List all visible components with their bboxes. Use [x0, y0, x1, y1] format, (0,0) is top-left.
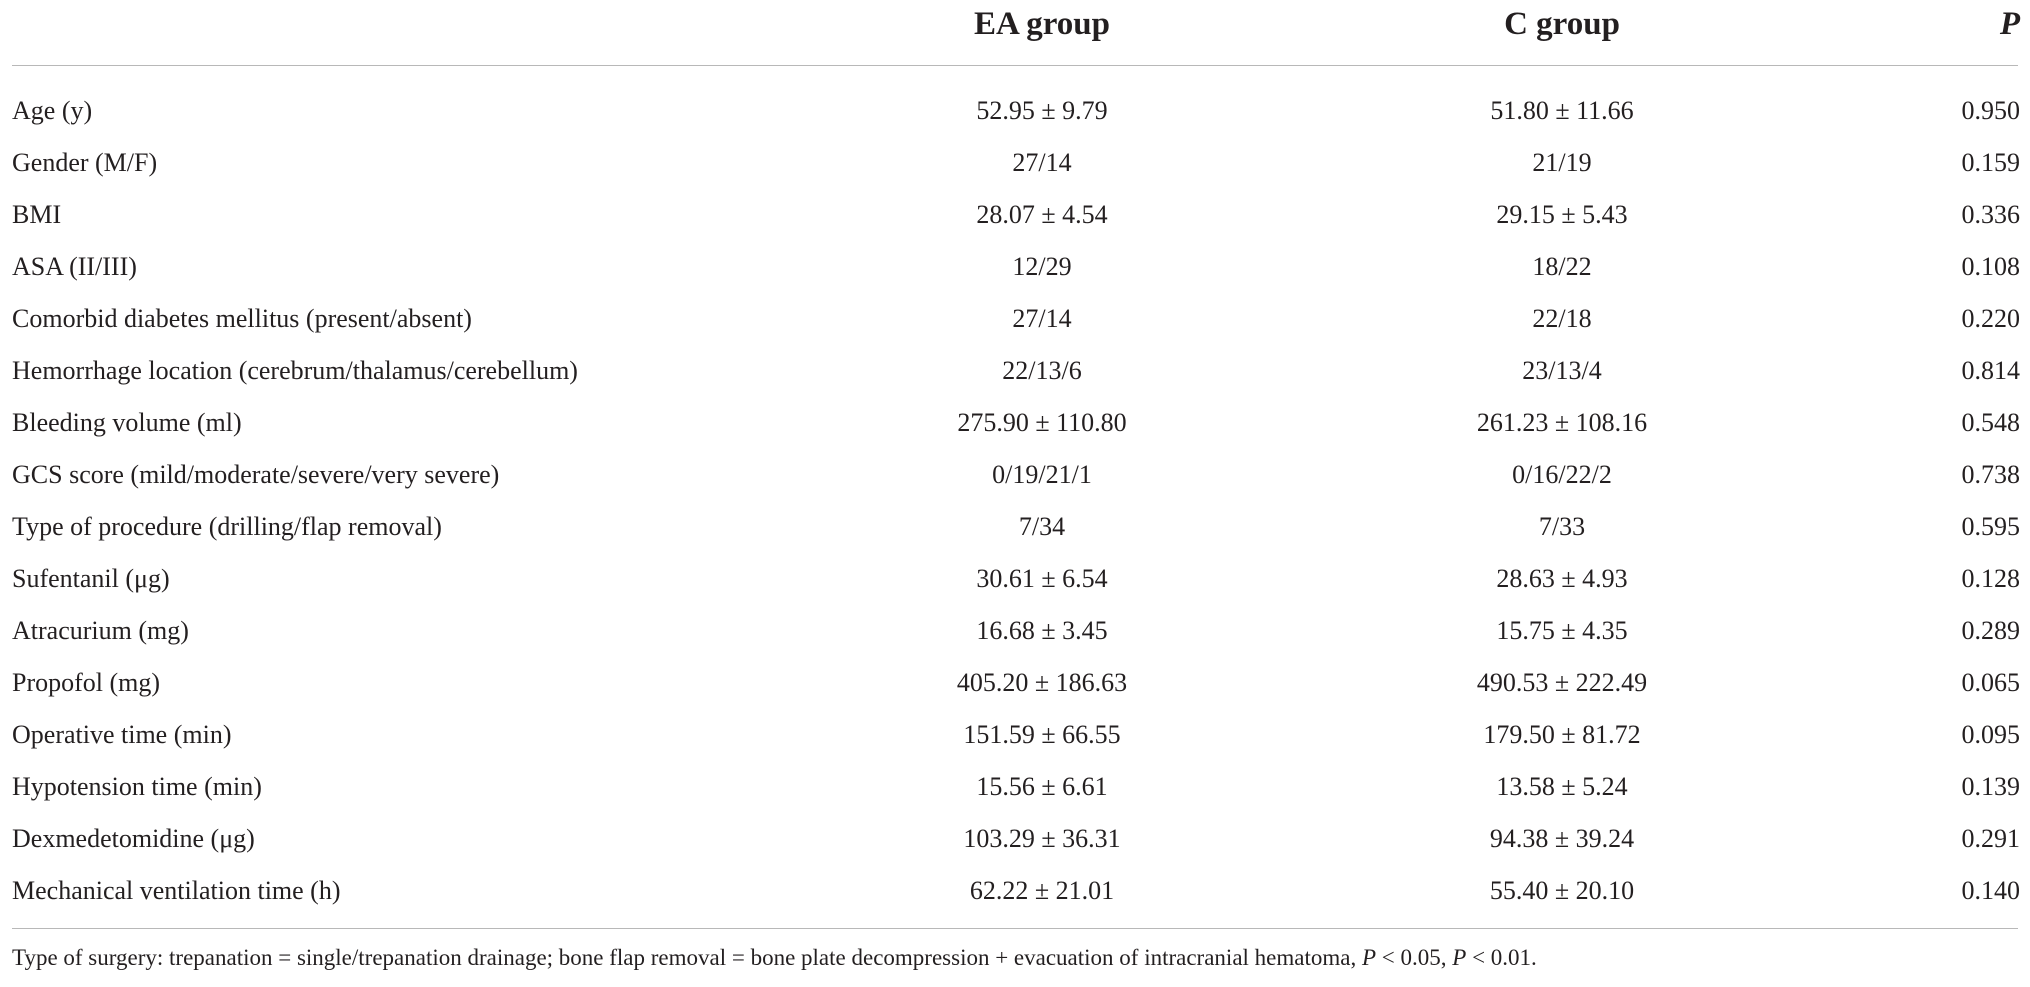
footnote-p-symbol: P: [1452, 945, 1467, 970]
table-footnote: Type of surgery: trepanation = single/tr…: [12, 945, 2018, 971]
ea-group-value: 30.61 ± 6.54: [976, 564, 1108, 593]
c-group-value: 15.75 ± 4.35: [1496, 616, 1628, 645]
header-c-group: C group: [1504, 5, 1620, 42]
header-divider: [12, 65, 2018, 66]
table-row: GCS score (mild/moderate/severe/very sev…: [12, 449, 2020, 501]
p-value: 0.139: [1961, 772, 2021, 801]
table-row: Age (y) 52.95 ± 9.79 51.80 ± 11.66 0.950: [12, 85, 2020, 137]
ea-group-value: 405.20 ± 186.63: [956, 668, 1128, 697]
c-group-value: 261.23 ± 108.16: [1476, 408, 1648, 437]
c-group-value: 13.58 ± 5.24: [1496, 772, 1628, 801]
row-label: Atracurium (mg): [12, 616, 189, 645]
row-label: Sufentanil (μg): [12, 564, 170, 593]
row-label: GCS score (mild/moderate/severe/very sev…: [12, 460, 500, 489]
c-group-value: 51.80 ± 11.66: [1490, 96, 1634, 125]
p-value: 0.548: [1961, 408, 2021, 437]
c-group-value: 7/33: [1538, 512, 1586, 541]
table-header-row: EA group C group P: [12, 0, 2020, 48]
p-value: 0.950: [1961, 96, 2021, 125]
p-value: 0.291: [1961, 824, 2021, 853]
footnote-p-symbol: P: [1361, 945, 1377, 970]
p-value: 0.065: [1961, 668, 2021, 697]
c-group-value: 55.40 ± 20.10: [1489, 876, 1635, 905]
p-value: 0.220: [1961, 304, 2021, 333]
ea-group-value: 12/29: [1012, 252, 1072, 281]
p-value: 0.128: [1961, 564, 2021, 593]
row-label: Age (y): [12, 96, 93, 125]
ea-group-value: 52.95 ± 9.79: [976, 96, 1108, 125]
ea-group-value: 103.29 ± 36.31: [963, 824, 1121, 853]
p-value: 0.289: [1961, 616, 2021, 645]
ea-group-value: 27/14: [1012, 304, 1072, 333]
header-p-value: P: [1999, 5, 2020, 42]
footnote-threshold-1: < 0.05,: [1376, 945, 1453, 970]
row-label: Gender (M/F): [12, 148, 158, 177]
ea-group-value: 0/19/21/1: [992, 460, 1092, 489]
row-label: Hemorrhage location (cerebrum/thalamus/c…: [12, 356, 578, 385]
table-row: Gender (M/F) 27/14 21/19 0.159: [12, 137, 2020, 189]
table-row: Type of procedure (drilling/flap removal…: [12, 501, 2020, 553]
c-group-value: 22/18: [1532, 304, 1592, 333]
row-label: Operative time (min): [12, 720, 232, 749]
p-value: 0.814: [1961, 356, 2021, 385]
table-body: Age (y) 52.95 ± 9.79 51.80 ± 11.66 0.950 Gen…: [12, 85, 2020, 917]
header-ea-group: EA group: [973, 5, 1111, 42]
footnote-threshold-2: < 0.01.: [1466, 945, 1537, 970]
table-row: Dexmedetomidine (μg) 103.29 ± 36.31 94.38 …: [12, 813, 2020, 865]
c-group-value: 94.38 ± 39.24: [1489, 824, 1635, 853]
ea-group-value: 22/13/6: [1002, 356, 1082, 385]
ea-group-value: 151.59 ± 66.55: [963, 720, 1121, 749]
footer-divider: [12, 928, 2018, 929]
footnote-text: Type of surgery: trepanation = single/tr…: [12, 945, 1362, 970]
row-label: Dexmedetomidine (μg): [12, 824, 255, 853]
ea-group-value: 7/34: [1018, 512, 1066, 541]
row-label: BMI: [12, 200, 62, 229]
p-value: 0.140: [1961, 876, 2021, 905]
ea-group-value: 28.07 ± 4.54: [976, 200, 1108, 229]
p-value: 0.595: [1961, 512, 2021, 541]
ea-group-value: 16.68 ± 3.45: [976, 616, 1108, 645]
ea-group-value: 27/14: [1012, 148, 1072, 177]
row-label: Type of procedure (drilling/flap removal…: [12, 512, 442, 541]
p-value: 0.738: [1961, 460, 2021, 489]
p-value: 0.095: [1961, 720, 2021, 749]
row-label: ASA (II/III): [12, 252, 137, 281]
row-label: Propofol (mg): [12, 668, 161, 697]
table-row: Hypotension time (min) 15.56 ± 6.61 13.58 …: [12, 761, 2020, 813]
table-row: Comorbid diabetes mellitus (present/abse…: [12, 293, 2020, 345]
table-row: Propofol (mg) 405.20 ± 186.63 490.53 ± 222…: [12, 657, 2020, 709]
table-row: BMI 28.07 ± 4.54 29.15 ± 5.43 0.336: [12, 189, 2020, 241]
c-group-value: 179.50 ± 81.72: [1483, 720, 1641, 749]
p-value: 0.336: [1961, 200, 2021, 229]
row-label: Hypotension time (min): [12, 772, 262, 801]
ea-group-value: 275.90 ± 110.80: [957, 408, 1127, 437]
table-row: ASA (II/III) 12/29 18/22 0.108: [12, 241, 2020, 293]
table-row: Hemorrhage location (cerebrum/thalamus/c…: [12, 345, 2020, 397]
c-group-value: 28.63 ± 4.93: [1496, 564, 1628, 593]
p-value: 0.108: [1961, 252, 2021, 281]
c-group-value: 29.15 ± 5.43: [1496, 200, 1628, 229]
table-row: Bleeding volume (ml) 275.90 ± 110.80 261.2…: [12, 397, 2020, 449]
p-value: 0.159: [1961, 148, 2021, 177]
row-label: Bleeding volume (ml): [12, 408, 242, 437]
row-label: Comorbid diabetes mellitus (present/abse…: [12, 304, 472, 333]
ea-group-value: 62.22 ± 21.01: [969, 876, 1115, 905]
table-row: Atracurium (mg) 16.68 ± 3.45 15.75 ± 4.35 0…: [12, 605, 2020, 657]
data-table: EA group C group P: [12, 0, 2020, 48]
c-group-value: 21/19: [1532, 148, 1592, 177]
c-group-value: 18/22: [1532, 252, 1592, 281]
c-group-value: 490.53 ± 222.49: [1476, 668, 1648, 697]
c-group-value: 23/13/4: [1522, 356, 1602, 385]
c-group-value: 0/16/22/2: [1512, 460, 1612, 489]
row-label: Mechanical ventilation time (h): [12, 876, 341, 905]
table-row: Mechanical ventilation time (h) 62.22 ± 2…: [12, 865, 2020, 917]
ea-group-value: 15.56 ± 6.61: [976, 772, 1108, 801]
table-row: Operative time (min) 151.59 ± 66.55 179.50…: [12, 709, 2020, 761]
table-row: Sufentanil (μg) 30.61 ± 6.54 28.63 ± 4.93 0…: [12, 553, 2020, 605]
